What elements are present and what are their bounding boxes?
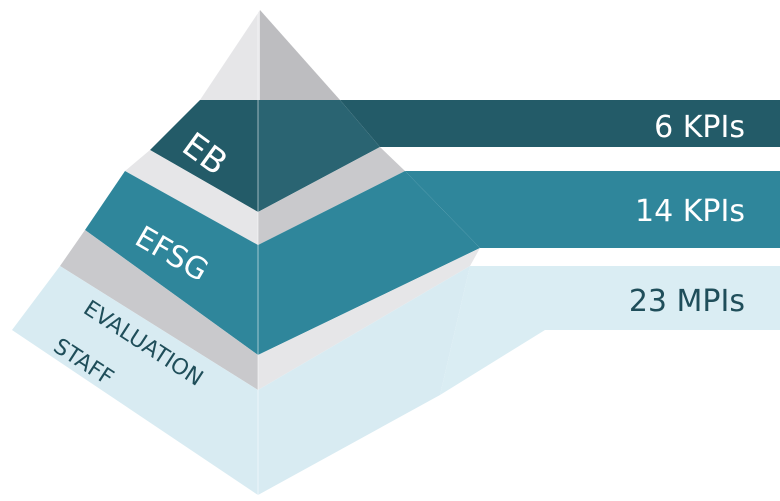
tier2-value-label: 14 KPIs [635, 194, 745, 229]
tier2-left-face [85, 171, 258, 355]
pyramid-gap-1-left [125, 150, 258, 245]
tier1-value-label: 6 KPIs [654, 110, 745, 145]
pyramid-apex-right-face [260, 10, 340, 100]
pyramid-gap-2-right [258, 248, 480, 390]
tier1-value-band [340, 100, 780, 147]
tier1-left-face [150, 100, 258, 212]
tier3-value-band [440, 266, 780, 395]
tier3-right-face [258, 266, 470, 495]
tier3-left-face [12, 266, 258, 495]
pyramid-gap-2-left [60, 230, 258, 390]
tier2-value-band [405, 171, 780, 248]
tier1-right-face [258, 100, 380, 212]
tier3-value-label: 23 MPIs [629, 284, 745, 319]
tier2-right-face [258, 171, 480, 355]
pyramid-gap-1-right [258, 147, 405, 245]
pyramid-apex-left-face [200, 10, 260, 100]
